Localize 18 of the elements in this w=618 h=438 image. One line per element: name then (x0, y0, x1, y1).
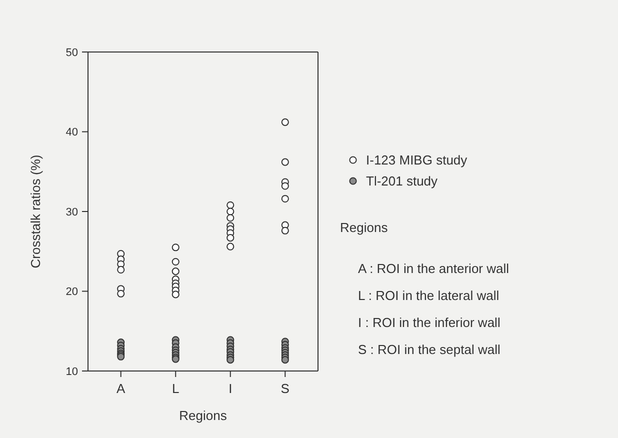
legend-label: I-123 MIBG study (366, 152, 468, 168)
text: I : ROI in the inferior wall (358, 315, 500, 330)
y-tick-label: 30 (66, 206, 78, 218)
y-axis-title: Crosstalk ratios (%) (28, 154, 43, 268)
y-tick-label: 40 (66, 126, 78, 139)
text: A : ROI in the anterior wall (358, 261, 510, 276)
y-tick-label: 10 (66, 366, 78, 378)
x-axis-title: Regions (179, 408, 228, 423)
x-tick-label: I (228, 381, 232, 396)
x-tick-label: A (116, 381, 126, 396)
x-tick-label: L (172, 381, 180, 396)
y-tick-label: 50 (66, 46, 78, 59)
text: S : ROI in the septal wall (358, 342, 500, 357)
y-tick-label: 20 (66, 286, 78, 298)
text: L : ROI in the lateral wall (358, 288, 500, 303)
legend-label: Tl-201 study (366, 174, 438, 189)
x-tick-label: S (280, 381, 290, 396)
text: Regions (340, 220, 388, 235)
